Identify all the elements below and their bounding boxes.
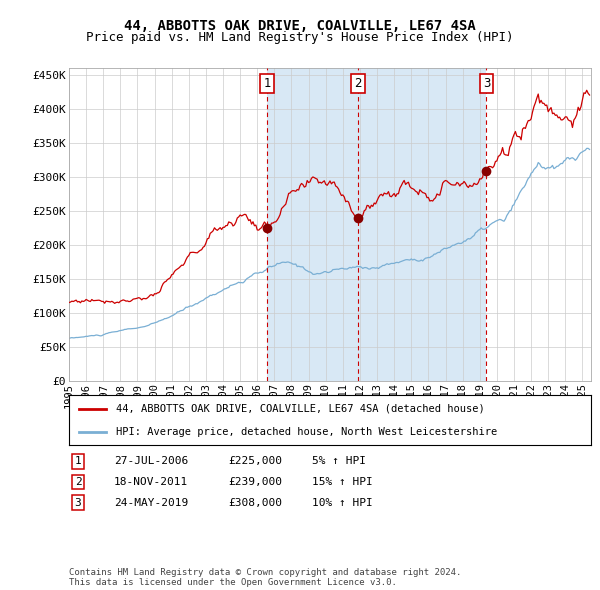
- Text: Price paid vs. HM Land Registry's House Price Index (HPI): Price paid vs. HM Land Registry's House …: [86, 31, 514, 44]
- Text: 3: 3: [483, 77, 490, 90]
- Text: 1: 1: [263, 77, 271, 90]
- Text: 2: 2: [354, 77, 362, 90]
- Text: 10% ↑ HPI: 10% ↑ HPI: [312, 498, 373, 507]
- Text: £239,000: £239,000: [228, 477, 282, 487]
- Text: HPI: Average price, detached house, North West Leicestershire: HPI: Average price, detached house, Nort…: [116, 427, 497, 437]
- Text: £308,000: £308,000: [228, 498, 282, 507]
- Text: 3: 3: [74, 498, 82, 507]
- Text: Contains HM Land Registry data © Crown copyright and database right 2024.
This d: Contains HM Land Registry data © Crown c…: [69, 568, 461, 587]
- Text: 1: 1: [74, 457, 82, 466]
- Text: 5% ↑ HPI: 5% ↑ HPI: [312, 457, 366, 466]
- Text: 2: 2: [74, 477, 82, 487]
- Text: 44, ABBOTTS OAK DRIVE, COALVILLE, LE67 4SA: 44, ABBOTTS OAK DRIVE, COALVILLE, LE67 4…: [124, 19, 476, 33]
- Text: 44, ABBOTTS OAK DRIVE, COALVILLE, LE67 4SA (detached house): 44, ABBOTTS OAK DRIVE, COALVILLE, LE67 4…: [116, 404, 485, 414]
- Text: £225,000: £225,000: [228, 457, 282, 466]
- Text: 18-NOV-2011: 18-NOV-2011: [114, 477, 188, 487]
- Bar: [267, 68, 487, 381]
- Text: 27-JUL-2006: 27-JUL-2006: [114, 457, 188, 466]
- Text: 24-MAY-2019: 24-MAY-2019: [114, 498, 188, 507]
- Text: 15% ↑ HPI: 15% ↑ HPI: [312, 477, 373, 487]
